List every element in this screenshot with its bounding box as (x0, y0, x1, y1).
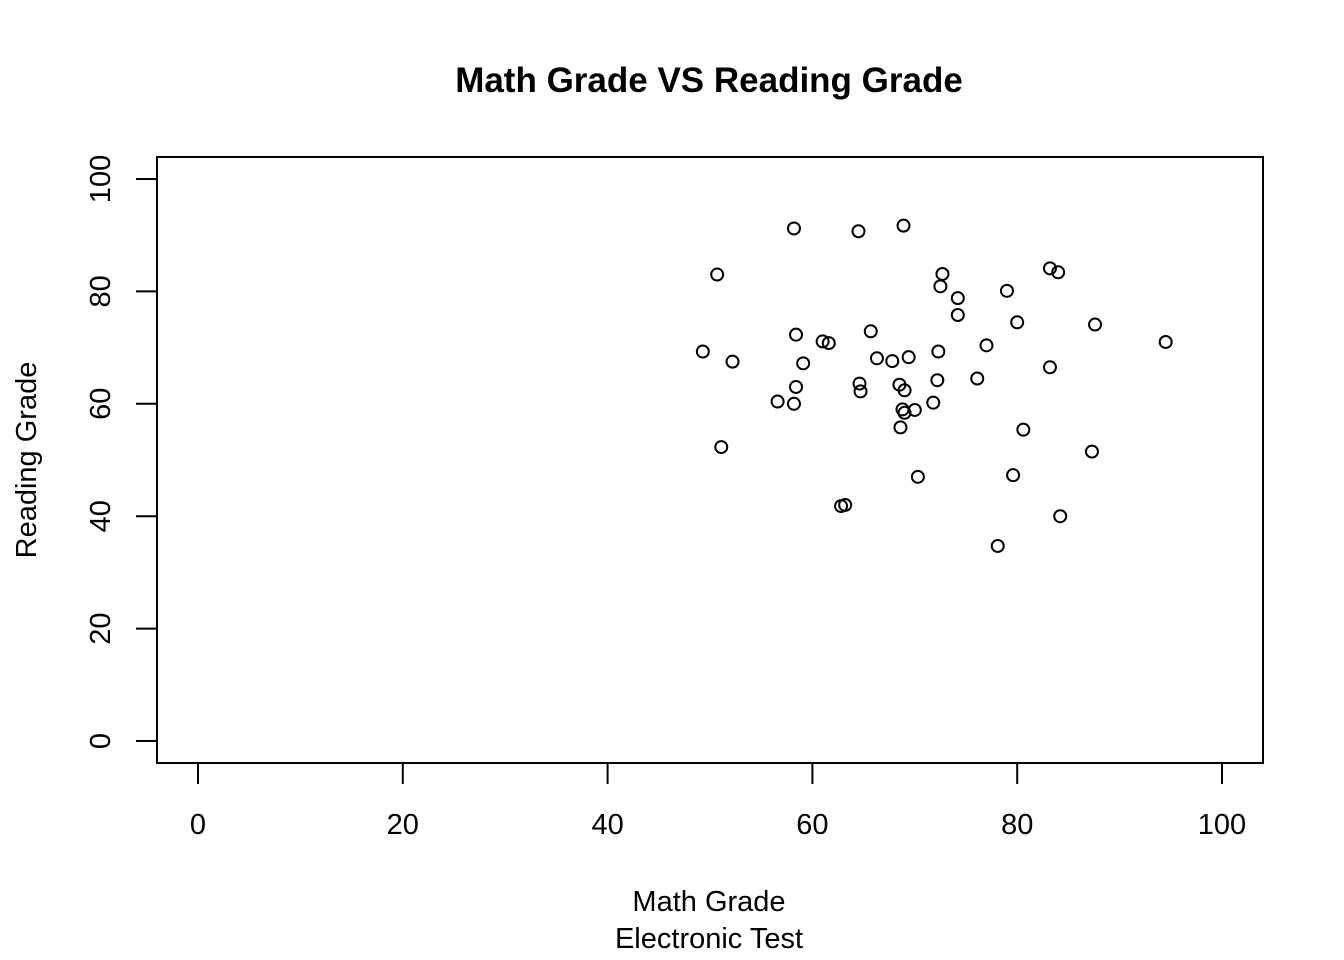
data-point (1042, 261, 1057, 276)
data-point (901, 350, 916, 365)
data-point (897, 383, 912, 398)
data-point (970, 371, 985, 386)
chart-title: Math Grade VS Reading Grade (455, 61, 963, 100)
data-point (950, 308, 965, 323)
x-tick-label: 0 (190, 809, 206, 841)
plot-area (156, 156, 1264, 764)
data-point (852, 376, 867, 391)
data-point (789, 379, 804, 394)
data-point (1158, 334, 1173, 349)
data-point (931, 344, 946, 359)
x-axis: 0 20 40 60 80 100 (190, 762, 1246, 841)
x-tick-label: 60 (796, 809, 828, 841)
x-axis-sublabel: Electronic Test (615, 923, 803, 955)
data-point (930, 373, 945, 388)
data-point (897, 405, 912, 420)
y-tick-label: 100 (85, 155, 117, 203)
data-point (950, 291, 965, 306)
data-point (710, 267, 725, 282)
data-point (786, 396, 801, 411)
data-point (786, 221, 801, 236)
x-tick-label: 80 (1001, 809, 1033, 841)
data-points (695, 218, 1173, 553)
data-point (885, 354, 900, 369)
x-tick-label: 40 (591, 809, 623, 841)
data-point (725, 354, 740, 369)
x-tick-label: 20 (387, 809, 419, 841)
data-point (789, 327, 804, 342)
data-point (695, 344, 710, 359)
data-point (869, 351, 884, 366)
data-point (1010, 315, 1025, 330)
data-point (926, 395, 941, 410)
data-point (999, 283, 1014, 298)
data-point (853, 384, 868, 399)
data-point (851, 224, 866, 239)
data-point (990, 538, 1005, 553)
data-point (1042, 360, 1057, 375)
x-axis-label: Math Grade (632, 886, 785, 918)
data-point (1006, 468, 1021, 483)
y-axis-label: Reading Grade (11, 362, 43, 559)
data-point (979, 338, 994, 353)
y-tick-label: 40 (85, 500, 117, 532)
data-point (893, 420, 908, 435)
data-point (935, 266, 950, 281)
data-point (838, 497, 853, 512)
data-point (1051, 265, 1066, 280)
data-point (1053, 509, 1068, 524)
data-point (933, 279, 948, 294)
data-point (910, 469, 925, 484)
data-point (714, 440, 729, 455)
data-point (1016, 422, 1031, 437)
y-tick-label: 80 (85, 275, 117, 307)
data-point (770, 394, 785, 409)
data-point (1088, 317, 1103, 332)
data-point (821, 336, 836, 351)
data-point (863, 324, 878, 339)
y-tick-label: 0 (85, 733, 117, 749)
data-point (1084, 444, 1099, 459)
x-tick-label: 100 (1198, 809, 1246, 841)
y-tick-label: 20 (85, 612, 117, 644)
data-point (896, 218, 911, 233)
data-point (796, 356, 811, 371)
data-point (815, 334, 830, 349)
y-tick-label: 60 (85, 388, 117, 420)
y-axis: 0 20 40 60 80 100 (85, 155, 158, 749)
